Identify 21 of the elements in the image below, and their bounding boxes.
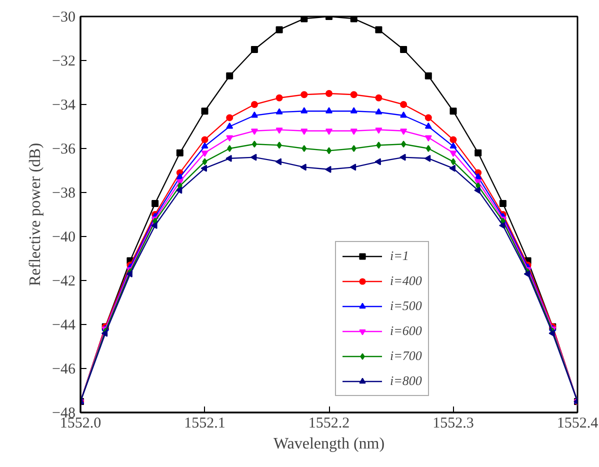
- y-tick-label: −46: [52, 362, 76, 378]
- y-tick-label: −36: [52, 142, 76, 158]
- x-tick-label: 1552.1: [184, 416, 226, 432]
- x-axis-title: Wavelength (nm): [273, 436, 385, 452]
- y-tick-label: −42: [52, 274, 76, 290]
- y-axis-title: Reflective power (dB): [27, 142, 44, 286]
- x-tick-label: 1552.4: [556, 416, 599, 432]
- x-tick-label: 1552.2: [308, 416, 350, 432]
- y-tick-label: −38: [52, 186, 76, 202]
- legend-label: i=800: [390, 373, 422, 389]
- x-tick-label: 1552.3: [432, 416, 474, 432]
- y-tick-label: −32: [52, 54, 76, 70]
- y-tick-label: −30: [52, 10, 76, 26]
- y-tick-label: −40: [52, 230, 76, 246]
- legend-label: i=600: [390, 323, 422, 339]
- y-tick-label: −34: [52, 98, 76, 114]
- legend-label: i=400: [390, 273, 422, 289]
- legend-label: i=700: [390, 348, 422, 364]
- legend-label: i=1: [390, 248, 410, 264]
- y-tick-label: −44: [52, 318, 76, 334]
- legend-label: i=500: [390, 298, 422, 314]
